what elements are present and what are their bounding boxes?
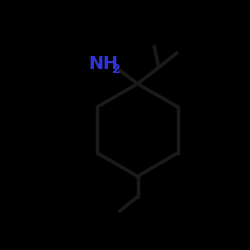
Text: 2: 2 bbox=[112, 63, 120, 76]
Text: NH: NH bbox=[89, 55, 119, 73]
